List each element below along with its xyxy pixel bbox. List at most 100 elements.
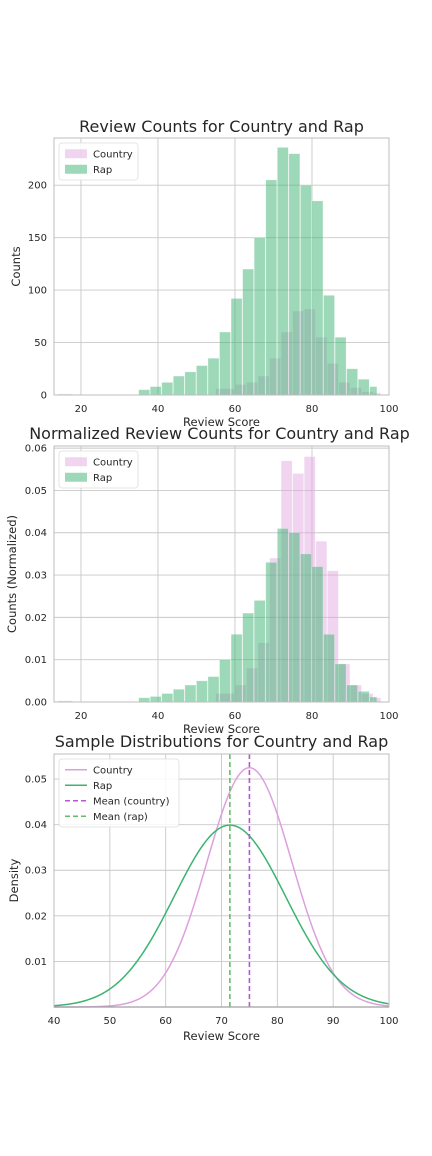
bar-rap (311, 200, 324, 396)
bar-rap (265, 179, 278, 396)
legend-swatch (65, 457, 87, 467)
x-tick-label: 40 (48, 1016, 61, 1027)
y-tick-label: 100 (28, 286, 47, 297)
bar-rap (242, 268, 254, 396)
bar-rap (288, 532, 301, 703)
y-tick-label: 0.03 (25, 866, 47, 877)
y-tick-label: 0.06 (25, 444, 47, 455)
x-tick-label: 70 (215, 1016, 228, 1027)
x-tick-label: 20 (75, 711, 88, 722)
y-tick-label: 0.05 (25, 775, 47, 786)
bar-rap (357, 378, 370, 396)
y-tick-label: 0.01 (25, 655, 47, 666)
bar-rap (357, 691, 370, 703)
y-tick-label: 0.00 (25, 698, 47, 709)
legend-swatch (65, 149, 87, 159)
x-tick-label: 50 (103, 1016, 116, 1027)
chart-3: 40 50 60 70 80 90 100 0.01 0.02 0.03 0.04 0.05 Sampl… (7, 732, 399, 1043)
bar-rap (196, 365, 208, 396)
y-axis-label: Counts (Normalized) (5, 515, 19, 633)
legend: Country Rap (58, 142, 139, 181)
y-tick-label: 0.04 (25, 528, 47, 539)
x-tick-label: 20 (75, 404, 88, 415)
x-tick-label: 60 (229, 404, 242, 415)
x-tick-label: 80 (306, 404, 319, 415)
bar-rap (369, 386, 378, 396)
bar-rap (219, 659, 231, 703)
y-tick-label: 0.02 (25, 613, 47, 624)
bar-rap (242, 612, 254, 703)
bar-rap (334, 663, 347, 703)
bar-rap (219, 331, 231, 396)
legend-label: Country (93, 457, 133, 468)
legend-swatch (65, 472, 87, 482)
tick-labels: 40 50 60 70 80 90 100 0.01 0.02 0.03 0.04 0.05 (25, 775, 399, 1027)
bar-rap (346, 684, 358, 703)
x-tick-label: 60 (159, 1016, 172, 1027)
y-tick-label: 0.05 (25, 486, 47, 497)
bar-rap (207, 357, 220, 396)
bar-rap (323, 633, 335, 703)
bar-rap (369, 696, 378, 703)
bar-rap (265, 562, 278, 703)
legend-label: Mean (rap) (93, 812, 148, 823)
series-rap (138, 147, 378, 396)
x-tick-label: 100 (379, 1016, 398, 1027)
curve-country (54, 766, 390, 1008)
x-axis-label: Review Score (183, 722, 260, 736)
bar-rap (253, 237, 266, 396)
bar-rap (230, 633, 243, 703)
y-axis-label: Counts (9, 246, 23, 286)
curve-rap (53, 824, 390, 1007)
bar-rap (138, 697, 150, 703)
bar-rap (277, 147, 289, 396)
bar-rap (207, 676, 220, 703)
bar-rap (277, 528, 289, 703)
y-tick-label: 0 (41, 391, 47, 402)
bar-rap (346, 368, 358, 396)
bar-rap (334, 337, 347, 396)
legend-label: Country (93, 765, 133, 776)
tick-labels: 20 40 60 80 100 0.00 0.01 0.02 0.03 0.04 0.05 0.06 (25, 444, 399, 722)
bar-rap (161, 382, 174, 396)
tick-labels: 20 40 60 80 100 0 50 100 150 200 (28, 181, 399, 415)
x-tick-label: 40 (152, 711, 165, 722)
legend-label: Country (93, 149, 133, 160)
y-axis-label: Density (7, 858, 21, 902)
x-axis-label: Review Score (183, 1029, 260, 1043)
legend-label: Rap (93, 781, 112, 792)
y-tick-label: 0.04 (25, 820, 47, 831)
bar-rap (138, 389, 150, 396)
bar-rap (161, 693, 174, 703)
bar-rap (149, 696, 162, 703)
bar-rap (149, 386, 162, 396)
bar-rap (196, 680, 208, 703)
y-tick-label: 200 (28, 181, 47, 192)
bar-rap (173, 375, 185, 396)
y-tick-label: 0.01 (25, 957, 47, 968)
legend-label: Rap (93, 165, 112, 176)
x-tick-label: 40 (152, 404, 165, 415)
y-tick-label: 150 (28, 233, 47, 244)
legend: Country Rap Mean (country) Mean (rap) (58, 758, 180, 828)
bar-rap (184, 684, 197, 703)
bar-rap (184, 371, 197, 396)
legend: Country Rap (58, 450, 139, 489)
y-tick-label: 0.03 (25, 571, 47, 582)
chart-title: Review Counts for Country and Rap (79, 117, 364, 136)
chart-title: Sample Distributions for Country and Rap (55, 732, 389, 751)
bar-rap (323, 295, 335, 396)
bar-rap (300, 184, 312, 396)
legend-label: Mean (country) (93, 796, 170, 807)
x-axis-label: Review Score (183, 415, 260, 429)
bar-rap (288, 153, 301, 396)
series-rap (138, 528, 378, 703)
legend-label: Rap (93, 473, 112, 484)
bar-rap (300, 553, 312, 703)
x-tick-label: 100 (379, 404, 398, 415)
plot-frame (53, 137, 390, 396)
chart-2: 20 40 60 80 100 0.00 0.01 0.02 0.03 0.04 0.05 0.06N… (5, 424, 410, 736)
x-tick-label: 80 (271, 1016, 284, 1027)
